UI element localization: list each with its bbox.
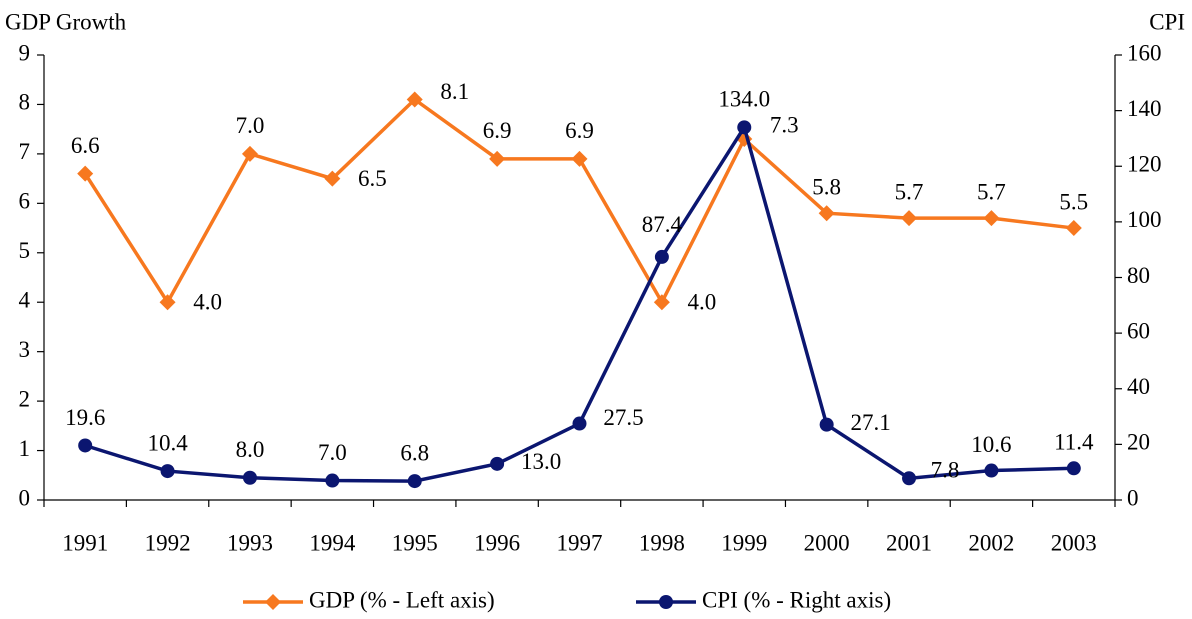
marker	[983, 210, 1000, 227]
x-tick-label: 1996	[474, 530, 520, 555]
data-label: 6.9	[483, 118, 512, 143]
data-label: 27.5	[603, 405, 643, 430]
x-tick-label: 1995	[392, 530, 438, 555]
y2-tick-label: 100	[1127, 207, 1162, 232]
data-label: 8.1	[440, 79, 469, 104]
data-label: 4.0	[688, 290, 717, 315]
marker	[325, 473, 340, 488]
x-tick-label: 1999	[721, 530, 767, 555]
data-label: 4.0	[193, 290, 222, 315]
legend-marker	[265, 594, 281, 610]
x-tick-label: 1994	[309, 530, 356, 555]
data-label: 5.8	[812, 175, 841, 200]
marker	[819, 417, 834, 432]
marker	[78, 438, 93, 453]
data-label: 19.6	[65, 405, 105, 430]
y2-tick-label: 0	[1127, 485, 1139, 510]
y-tick-label: 1	[19, 436, 31, 461]
data-label: 7.0	[318, 440, 347, 465]
marker	[571, 150, 588, 167]
x-tick-label: 1997	[557, 530, 603, 555]
y2-tick-label: 160	[1127, 40, 1162, 65]
marker	[654, 249, 669, 264]
data-label: 5.5	[1059, 189, 1088, 214]
data-label: 134.0	[718, 87, 770, 112]
data-label: 6.6	[71, 133, 100, 158]
marker	[984, 463, 999, 478]
y2-tick-label: 140	[1127, 96, 1162, 121]
marker	[818, 205, 835, 222]
data-label: 10.6	[971, 432, 1011, 457]
marker	[1065, 220, 1082, 237]
data-label: 6.9	[565, 118, 594, 143]
data-label: 27.1	[851, 410, 891, 435]
marker	[406, 91, 423, 108]
x-tick-label: 2002	[968, 530, 1014, 555]
data-label: 13.0	[521, 449, 561, 474]
y2-tick-label: 80	[1127, 263, 1150, 288]
data-label: 7.3	[770, 112, 799, 137]
data-label: 7.8	[931, 458, 960, 483]
y2-tick-label: 120	[1127, 152, 1162, 177]
data-label: 6.8	[400, 440, 429, 465]
data-label: 8.0	[236, 437, 265, 462]
marker	[241, 145, 258, 162]
y-tick-label: 3	[19, 337, 31, 362]
marker	[902, 471, 917, 486]
marker	[160, 464, 175, 479]
y-tick-label: 4	[19, 288, 31, 313]
y-tick-label: 0	[19, 485, 31, 510]
x-tick-label: 2000	[804, 530, 850, 555]
y-tick-label: 6	[19, 189, 31, 214]
legend-marker	[659, 595, 673, 609]
x-tick-label: 2001	[886, 530, 932, 555]
data-label: 11.4	[1054, 430, 1094, 455]
marker	[1066, 461, 1081, 476]
y2-tick-label: 40	[1127, 374, 1150, 399]
y-tick-label: 5	[19, 238, 31, 263]
x-tick-label: 2003	[1051, 530, 1097, 555]
data-label: 5.7	[977, 179, 1006, 204]
data-label: 5.7	[895, 179, 924, 204]
legend-label: CPI (% - Right axis)	[702, 587, 891, 612]
marker	[242, 470, 257, 485]
marker	[490, 456, 505, 471]
y-tick-label: 7	[19, 139, 31, 164]
x-tick-label: 1991	[62, 530, 108, 555]
marker	[324, 170, 341, 187]
marker	[901, 210, 918, 227]
y2-tick-label: 20	[1127, 430, 1150, 455]
marker	[653, 294, 670, 311]
y-tick-label: 9	[19, 40, 31, 65]
marker	[489, 150, 506, 167]
marker	[159, 294, 176, 311]
y-tick-label: 8	[19, 90, 31, 115]
marker	[407, 474, 422, 489]
marker	[737, 120, 752, 135]
x-tick-label: 1992	[145, 530, 191, 555]
legend-label: GDP (% - Left axis)	[309, 587, 495, 612]
data-label: 87.4	[642, 212, 683, 237]
y2-axis-title: CPI	[1149, 9, 1185, 34]
data-label: 6.5	[358, 166, 387, 191]
data-label: 10.4	[147, 430, 188, 455]
marker	[572, 416, 587, 431]
x-tick-label: 1998	[639, 530, 685, 555]
x-tick-label: 1993	[227, 530, 273, 555]
y-tick-label: 2	[19, 386, 31, 411]
data-label: 7.0	[236, 113, 265, 138]
y2-tick-label: 60	[1127, 318, 1150, 343]
marker	[77, 165, 94, 182]
y-axis-title: GDP Growth	[5, 9, 127, 34]
